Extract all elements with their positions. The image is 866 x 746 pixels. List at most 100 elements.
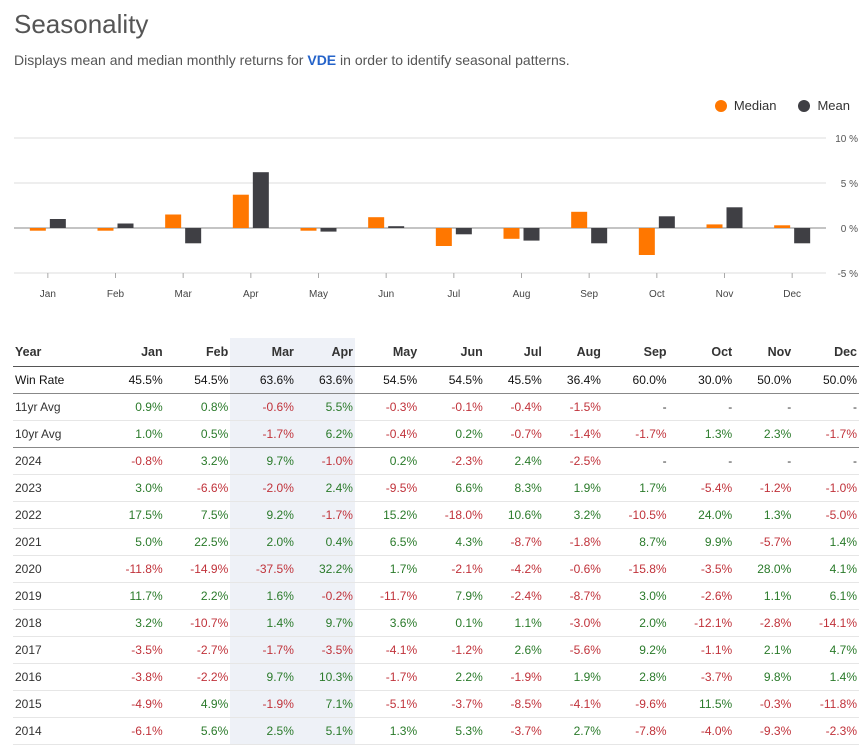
table-header-row: Year Jan Feb Mar Apr May Jun Jul Aug Sep Oct Nov Dec <box>13 338 859 367</box>
legend-mean-label: Mean <box>817 98 850 113</box>
table-cell: 1.1% <box>484 609 544 637</box>
row-label: 2021 <box>13 528 101 556</box>
table-cell: -5.4% <box>668 474 735 502</box>
table-cell: -1.9% <box>230 690 296 718</box>
table-cell: -1.7% <box>295 501 355 529</box>
row-label: 2022 <box>13 501 101 529</box>
bar-mean-oct <box>658 216 675 228</box>
table-cell: 2.5% <box>230 717 296 745</box>
bar-mean-dec <box>794 228 811 244</box>
column-header-may[interactable]: May <box>354 338 420 367</box>
column-header-jul[interactable]: Jul <box>484 338 544 367</box>
table-cell: 9.2% <box>230 501 296 529</box>
table-cell: 9.7% <box>230 663 296 691</box>
column-header-year[interactable]: Year <box>13 338 101 367</box>
table-cell: 7.5% <box>164 501 231 529</box>
table-cell: -2.3% <box>419 447 485 475</box>
row-label: 2020 <box>13 555 101 583</box>
x-tick-label: Mar <box>175 289 193 300</box>
table-cell: 5.0% <box>100 528 165 556</box>
table-cell: -4.9% <box>100 690 165 718</box>
table-cell: -2.6% <box>668 582 735 610</box>
table-cell: -1.5% <box>543 393 603 421</box>
table-cell: 60.0% <box>602 366 669 394</box>
column-header-jan[interactable]: Jan <box>100 338 165 367</box>
table-cell: -7.8% <box>602 717 669 745</box>
table-cell: 1.4% <box>230 609 296 637</box>
table-cell: 3.2% <box>100 609 165 637</box>
bar-mean-may <box>320 228 337 232</box>
bar-median-jun <box>368 217 385 228</box>
bar-mean-jul <box>455 228 472 235</box>
table-cell: 15.2% <box>354 501 420 529</box>
table-row: 2016 -3.8% -2.2% 9.7% 10.3% -1.7% 2.2% -1.9% 1.9… <box>13 663 859 691</box>
column-header-nov[interactable]: Nov <box>734 338 794 367</box>
table-cell: -1.0% <box>295 447 355 475</box>
table-cell: -5.1% <box>354 690 420 718</box>
table-cell: 7.1% <box>295 690 355 718</box>
table-cell: -11.8% <box>793 690 859 718</box>
table-cell: 2.8% <box>602 663 669 691</box>
table-row: 2014 -6.1% 5.6% 2.5% 5.1% 1.3% 5.3% -3.7% 2.7% -7… <box>13 717 859 745</box>
bar-mean-jan <box>49 219 66 228</box>
row-label: 2016 <box>13 663 101 691</box>
table-cell: -2.4% <box>484 582 544 610</box>
table-cell: 6.2% <box>295 420 355 448</box>
table-cell: 0.9% <box>100 393 165 421</box>
column-header-sep[interactable]: Sep <box>602 338 669 367</box>
column-header-jun[interactable]: Jun <box>419 338 485 367</box>
table-cell: 45.5% <box>100 366 165 394</box>
table-cell: 36.4% <box>543 366 603 394</box>
bar-mean-jun <box>388 226 405 228</box>
table-cell: -3.5% <box>295 636 355 664</box>
column-header-apr[interactable]: Apr <box>295 338 355 367</box>
table-cell: -10.5% <box>602 501 669 529</box>
table-cell: -5.0% <box>793 501 859 529</box>
table-cell: 11.7% <box>100 582 165 610</box>
table-cell: - <box>668 447 735 475</box>
column-header-feb[interactable]: Feb <box>164 338 231 367</box>
table-cell: -2.3% <box>793 717 859 745</box>
table-cell: -1.0% <box>793 474 859 502</box>
row-label: 2015 <box>13 690 101 718</box>
table-cell: 22.5% <box>164 528 231 556</box>
table-cell: -3.8% <box>100 663 165 691</box>
table-cell: -4.0% <box>668 717 735 745</box>
table-cell: - <box>793 447 859 475</box>
table-cell: 5.5% <box>295 393 355 421</box>
table-cell: -1.7% <box>354 663 420 691</box>
table-row: 2015 -4.9% 4.9% -1.9% 7.1% -5.1% -3.7% -8.5% -4.… <box>13 690 859 718</box>
table-cell: -0.6% <box>230 393 296 421</box>
table-cell: -3.7% <box>484 717 544 745</box>
table-cell: -9.5% <box>354 474 420 502</box>
table-cell: 0.2% <box>419 420 485 448</box>
column-header-aug[interactable]: Aug <box>543 338 603 367</box>
table-cell: -0.2% <box>295 582 355 610</box>
table-cell: -6.6% <box>164 474 231 502</box>
table-cell: 1.7% <box>354 555 420 583</box>
table-cell: - <box>668 393 735 421</box>
table-row: 2017 -3.5% -2.7% -1.7% -3.5% -4.1% -1.2% 2.6% -5… <box>13 636 859 664</box>
column-header-mar[interactable]: Mar <box>230 338 296 367</box>
legend-item-median[interactable]: Median <box>714 98 776 113</box>
legend-item-mean[interactable]: Mean <box>798 98 850 113</box>
x-tick-label: Aug <box>513 289 531 300</box>
table-cell: -3.7% <box>419 690 485 718</box>
bar-mean-mar <box>185 228 202 244</box>
column-header-oct[interactable]: Oct <box>668 338 735 367</box>
table-cell: 1.6% <box>230 582 296 610</box>
table-cell: 30.0% <box>668 366 735 394</box>
table-row: 2018 3.2% -10.7% 1.4% 9.7% 3.6% 0.1% 1.1% -3.0% 2… <box>13 609 859 637</box>
column-header-dec[interactable]: Dec <box>793 338 859 367</box>
table-cell: -14.1% <box>793 609 859 637</box>
table-cell: - <box>734 447 794 475</box>
table-cell: -0.4% <box>354 420 420 448</box>
table-cell: -3.5% <box>100 636 165 664</box>
table-cell: 6.6% <box>419 474 485 502</box>
ticker-link[interactable]: VDE <box>307 52 337 68</box>
x-tick-label: Oct <box>649 289 665 300</box>
table-cell: 2.3% <box>734 420 794 448</box>
table-cell: -3.5% <box>668 555 735 583</box>
table-cell: -12.1% <box>668 609 735 637</box>
table-cell: 1.7% <box>602 474 669 502</box>
